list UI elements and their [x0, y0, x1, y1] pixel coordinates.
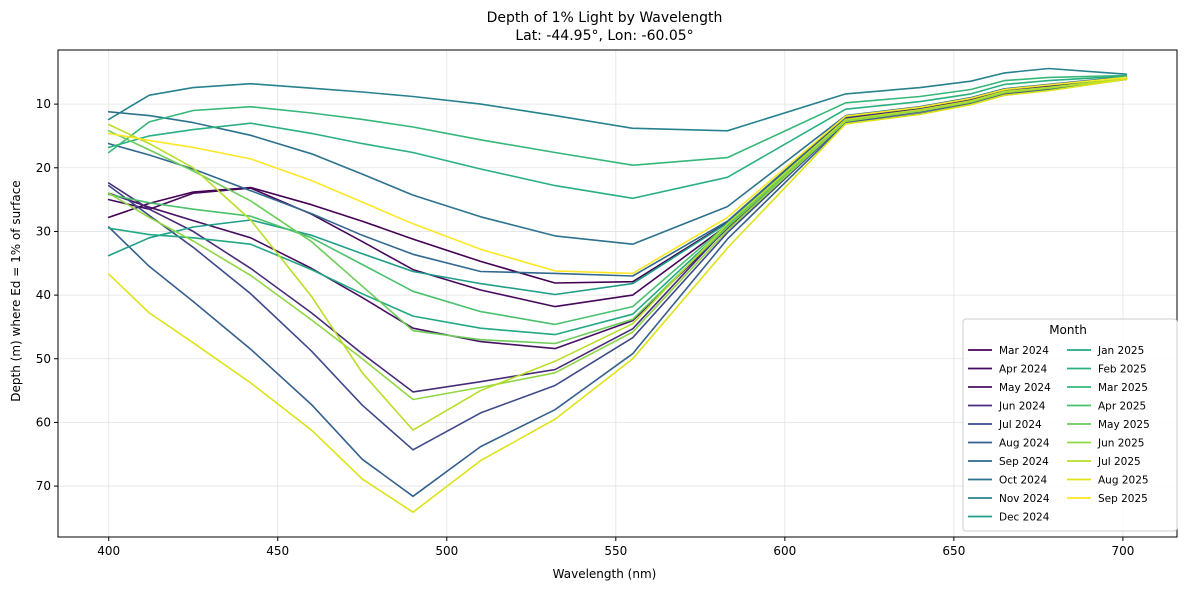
legend-entry-label: Jul 2025 [1097, 456, 1141, 468]
y-tick-label: 30 [36, 224, 51, 238]
y-tick-label: 20 [36, 161, 51, 175]
chart-subtitle: Lat: -44.95°, Lon: -60.05° [515, 28, 693, 44]
series-line-apr-2025 [107, 77, 1128, 326]
y-tick-label: 50 [36, 352, 51, 366]
series-line-mar-2024 [107, 77, 1128, 284]
legend-entry-label: Aug 2025 [1098, 475, 1149, 487]
series-line-jan-2025 [107, 77, 1128, 336]
series-line-nov-2024 [107, 67, 1128, 132]
y-tick-label: 40 [36, 288, 51, 302]
legend-entry-label: Apr 2024 [999, 364, 1048, 376]
legend-entry-label: Jun 2024 [998, 401, 1046, 413]
y-tick-label: 70 [36, 479, 51, 493]
series-line-aug-2025 [107, 78, 1128, 514]
series-lines [107, 67, 1128, 514]
series-line-dec-2024 [107, 77, 1128, 296]
x-tick-label: 700 [1111, 544, 1134, 558]
legend: Month Mar 2024 Apr 2024 May 2024 Jun 2024 Ju… [962, 318, 1178, 532]
x-tick-label: 600 [773, 544, 796, 558]
x-tick-label: 500 [435, 544, 458, 558]
legend-entry-label: Sep 2024 [999, 456, 1049, 468]
legend-entry-label: Apr 2025 [1098, 401, 1146, 413]
legend-entry-label: Sep 2025 [1098, 493, 1148, 505]
series-line-mar-2025 [107, 74, 1128, 166]
legend-entry-label: Aug 2024 [999, 438, 1050, 450]
x-tick-label: 550 [604, 544, 627, 558]
x-tick-label: 400 [97, 544, 120, 558]
series-line-jul-2025 [107, 77, 1128, 431]
legend-entry-label: Nov 2024 [999, 493, 1050, 505]
legend-entry-label: Feb 2025 [1098, 364, 1147, 376]
x-tick-label: 650 [942, 544, 965, 558]
plot-frame [57, 49, 1178, 538]
legend-entry-label: Jun 2025 [1097, 438, 1144, 450]
series-line-may-2024 [107, 77, 1128, 350]
legend-entry-label: Mar 2025 [1098, 382, 1148, 394]
legend-entry-label: Dec 2024 [999, 512, 1050, 524]
legend-entry-label: Mar 2024 [999, 345, 1049, 357]
y-tick-label: 10 [36, 97, 51, 111]
axis-ticks: 400 450 500 550 600 650 700 10 20 30 40 50 60 70 [36, 97, 1135, 558]
x-tick-label: 450 [266, 544, 289, 558]
legend-entry-label: Oct 2024 [999, 475, 1048, 487]
legend-frame [962, 318, 1178, 532]
legend-entry-label: May 2024 [999, 382, 1051, 394]
x-axis-label: Wavelength (nm) [553, 567, 657, 581]
series-line-feb-2025 [107, 75, 1128, 200]
y-axis-label: Depth (m) where Ed = 1% of surface [9, 180, 23, 401]
series-line-jun-2025 [107, 77, 1128, 401]
legend-title: Month [1049, 323, 1087, 337]
legend-entry-label: Jul 2024 [998, 419, 1042, 431]
legend-entry-label: Jan 2025 [1097, 345, 1144, 357]
legend-entry-label: May 2025 [1098, 419, 1150, 431]
series-line-sep-2025 [107, 76, 1128, 275]
y-tick-label: 60 [36, 415, 51, 429]
chart-title: Depth of 1% Light by Wavelength [487, 10, 723, 26]
